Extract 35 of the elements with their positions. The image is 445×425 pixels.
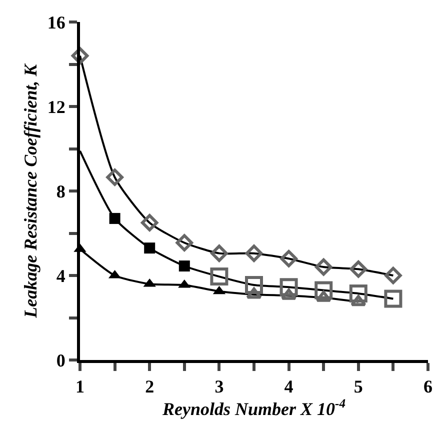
point xyxy=(178,260,190,272)
point xyxy=(316,290,332,302)
point xyxy=(350,260,368,278)
point xyxy=(349,284,368,302)
point xyxy=(210,268,228,286)
point xyxy=(384,290,402,308)
point xyxy=(71,47,89,64)
point xyxy=(176,234,194,252)
y-tick-label: 0 xyxy=(56,350,66,370)
point xyxy=(280,278,298,296)
point xyxy=(246,288,262,299)
point xyxy=(106,168,124,186)
point xyxy=(140,214,158,232)
point xyxy=(144,242,156,254)
x-tick-label: 1 xyxy=(76,376,84,397)
point xyxy=(350,294,366,306)
x-axis-title: Reynolds Number X 10$^{-4}$ xyxy=(161,396,346,420)
x-tick-label: 2 xyxy=(145,376,154,397)
y-axis-title: Leakage Resistance Coefficient, K xyxy=(20,62,41,319)
point xyxy=(109,212,120,224)
y-tick-label: 12 xyxy=(47,96,66,117)
y-tick-label: 4 xyxy=(56,266,66,286)
y-tick-label: 16 xyxy=(47,12,66,32)
point xyxy=(245,244,263,262)
x-tick-label: 3 xyxy=(214,376,224,397)
x-tick-label: 6 xyxy=(424,376,432,397)
point xyxy=(210,244,228,262)
point xyxy=(314,258,332,276)
y-tick-label: 8 xyxy=(56,181,66,202)
point xyxy=(314,281,333,300)
point xyxy=(245,276,263,294)
point xyxy=(384,266,402,284)
point xyxy=(280,250,298,268)
x-tick-label: 4 xyxy=(284,376,294,397)
x-tick-label: 5 xyxy=(354,376,363,397)
